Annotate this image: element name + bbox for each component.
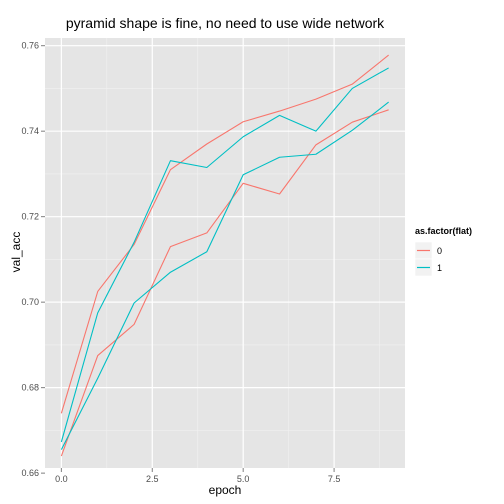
y-tick-label: 0.66	[21, 468, 39, 478]
x-tick-label: 0.0	[55, 474, 68, 484]
y-tick-label: 0.74	[21, 126, 39, 136]
chart-title: pyramid shape is fine, no need to use wi…	[66, 15, 385, 31]
series-line-3	[60, 67, 389, 443]
legend-label-1: 1	[437, 263, 442, 273]
legend-title: as.factor(flat)	[415, 226, 472, 236]
x-axis: 0.0 2.5 5.0 7.5	[55, 468, 340, 484]
series-line-4	[60, 101, 389, 450]
y-tick-label: 0.76	[21, 41, 39, 51]
y-tick-label: 0.68	[21, 383, 39, 393]
x-tick-label: 2.5	[146, 474, 159, 484]
x-axis-title: epoch	[209, 483, 242, 497]
legend-label-0: 0	[437, 246, 442, 256]
plot-panel	[45, 38, 405, 474]
legend: as.factor(flat) 0 1	[414, 226, 472, 277]
x-tick-label: 5.0	[237, 474, 250, 484]
series-line-1	[60, 54, 389, 414]
panel-background	[45, 38, 405, 468]
x-tick-label: 7.5	[328, 474, 341, 484]
y-tick-label: 0.72	[21, 212, 39, 222]
y-tick-label: 0.70	[21, 297, 39, 307]
y-axis: 0.66 0.68 0.70 0.72 0.74 0.76	[21, 41, 45, 478]
y-axis-title: val_acc	[9, 232, 23, 273]
